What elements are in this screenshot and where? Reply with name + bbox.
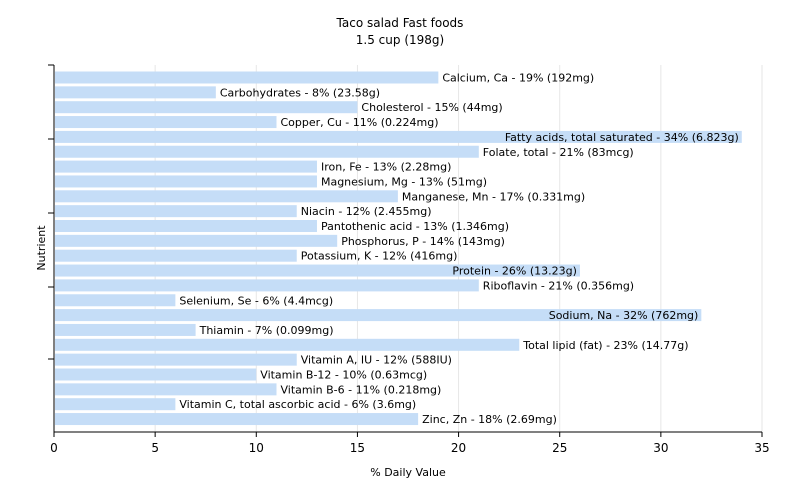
bar-label: Phosphorus, P - 14% (143mg) [341,235,505,248]
x-tick-label: 25 [552,441,567,455]
bar [55,175,317,188]
bar-label: Iron, Fe - 13% (2.28mg) [321,161,451,174]
bar [55,398,176,411]
bar [55,205,297,218]
bar [55,220,317,232]
bar [55,145,479,158]
axes: 0 5 10 15 20 25 30 35 [48,64,770,455]
x-axis-label: % Daily Value [370,466,446,479]
bar [55,86,216,99]
bar-label: Vitamin C, total ascorbic acid - 6% (3.6… [179,398,416,411]
bar [55,368,257,381]
bar [55,338,520,351]
x-tick-label: 10 [249,441,264,455]
y-axis-label: Nutrient [35,225,48,271]
bar-label: Zinc, Zn - 18% (2.69mg) [422,413,557,426]
x-tick-label: 20 [451,441,466,455]
bar [55,249,297,262]
bar-label: Vitamin A, IU - 12% (588IU) [301,354,452,367]
bar [55,353,297,366]
x-tick-label: 15 [350,441,365,455]
bar-label: Vitamin B-6 - 11% (0.218mg) [281,383,442,396]
bar-label: Carbohydrates - 8% (23.58g) [220,86,380,99]
bar [55,190,398,203]
bar [55,101,358,114]
x-tick-label: 35 [754,441,769,455]
bar [55,294,176,307]
chart-title: Taco salad Fast foods [336,16,464,30]
bar [55,309,702,322]
bar-label: Copper, Cu - 11% (0.224mg) [281,116,439,129]
bar [55,264,580,277]
bar-label: Cholesterol - 15% (44mg) [361,101,502,114]
bars: Calcium, Ca - 19% (192mg) Carbohydrates -… [55,71,742,426]
bar-label: Riboflavin - 21% (0.356mg) [483,279,634,292]
bar [55,279,479,292]
bar [55,130,742,143]
bar-label: Selenium, Se - 6% (4.4mcg) [179,294,333,307]
bar-label: Fatty acids, total saturated - 34% (6.82… [505,131,739,144]
bar-label: Niacin - 12% (2.455mg) [301,205,432,218]
bar-label: Sodium, Na - 32% (762mg) [549,309,699,322]
bar-label: Potassium, K - 12% (416mg) [301,250,458,263]
bar-label: Thiamin - 7% (0.099mg) [199,324,334,337]
bar [55,116,277,129]
bar [55,413,419,426]
bar-label: Folate, total - 21% (83mcg) [483,146,634,159]
chart-subtitle: 1.5 cup (198g) [356,33,444,47]
bar-label: Vitamin B-12 - 10% (0.63mcg) [260,369,427,382]
x-tick-label: 30 [653,441,668,455]
bar [55,323,196,336]
bar [55,71,439,84]
bar [55,234,338,247]
bar-label: Calcium, Ca - 19% (192mg) [442,72,594,85]
bar-label: Magnesium, Mg - 13% (51mg) [321,175,487,188]
x-tick-label: 0 [50,441,58,455]
x-tick-label: 5 [151,441,159,455]
bar [55,160,317,173]
bar [55,383,277,396]
bar-label: Total lipid (fat) - 23% (14.77g) [522,339,688,352]
bar-label: Pantothenic acid - 13% (1.346mg) [321,220,509,233]
bar-label: Manganese, Mn - 17% (0.331mg) [402,190,585,203]
bar-label: Protein - 26% (13.23g) [452,265,577,278]
